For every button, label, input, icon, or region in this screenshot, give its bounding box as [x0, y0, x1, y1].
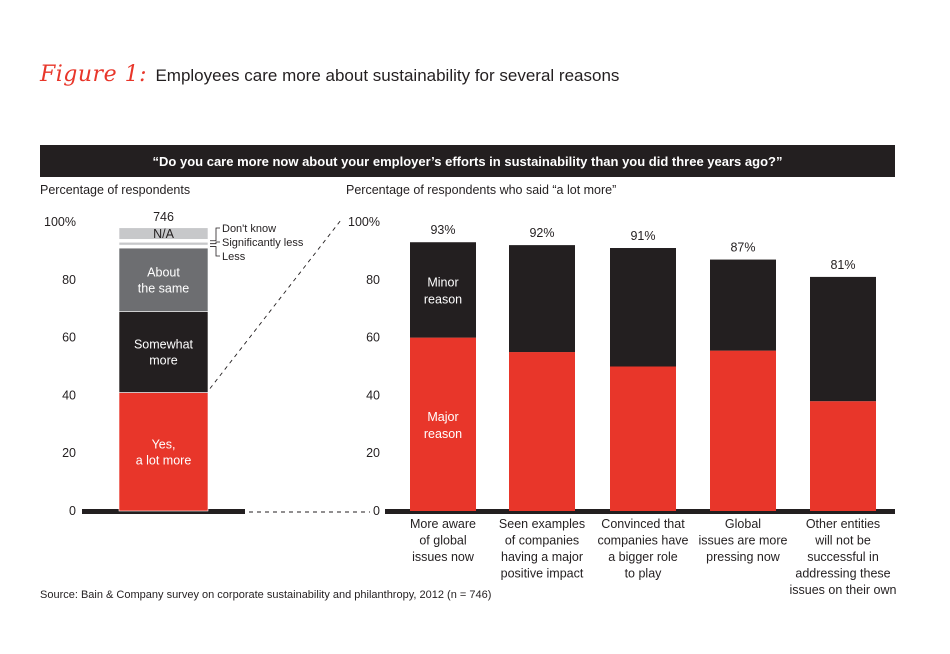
- left-segment-label: more: [149, 354, 178, 368]
- right-category-label: of companies: [505, 534, 579, 548]
- right-bar-segment: [509, 352, 575, 511]
- left-stack-segment: [118, 241, 209, 246]
- left-stack-segment: [118, 244, 209, 249]
- right-category-label: pressing now: [706, 550, 781, 564]
- right-panel-label: Percentage of respondents who said “a lo…: [346, 183, 617, 197]
- left-segment-label: N/A: [153, 227, 175, 241]
- left-panel-label: Percentage of respondents: [40, 183, 191, 197]
- right-category-label: issues on their own: [789, 583, 896, 597]
- left-x-axis: [82, 509, 245, 514]
- right-x-axis: [385, 509, 895, 514]
- right-category-label: successful in: [807, 550, 879, 564]
- left-total-label: 746: [153, 210, 174, 224]
- right-y-tick-label: 20: [366, 446, 380, 460]
- right-y-tick-label: 60: [366, 331, 380, 345]
- right-y-tick-label: 0: [373, 504, 380, 518]
- figure-title-text: Employees care more about sustainability…: [155, 66, 620, 85]
- question-banner: “Do you care more now about your employe…: [40, 145, 895, 177]
- left-y-tick-label: 80: [62, 273, 76, 287]
- left-segment-label: a lot more: [136, 453, 192, 467]
- left-segment-label: Yes,: [152, 437, 176, 451]
- right-bar-segment: [710, 259, 776, 351]
- left-segment-label: the same: [138, 281, 189, 295]
- right-y-tick-label: 40: [366, 388, 380, 402]
- right-total-label: 93%: [430, 223, 455, 237]
- right-bar-segment: [710, 350, 776, 511]
- figure-title: Figure 1: Employees care more about sust…: [40, 62, 619, 92]
- right-y-tick-label: 80: [366, 273, 380, 287]
- left-segment-label: About: [147, 265, 180, 279]
- figure-label: Figure 1:: [40, 62, 147, 87]
- right-series-label: Minor: [427, 275, 458, 289]
- right-category-label: addressing these: [795, 567, 890, 581]
- right-category-label: Seen examples: [499, 517, 585, 531]
- left-segment-label: Somewhat: [134, 338, 194, 352]
- left-callout-line: [210, 241, 220, 245]
- left-callout-label: Less: [222, 251, 246, 263]
- right-y-tick-label: 100%: [348, 215, 380, 229]
- right-bar-segment: [810, 401, 876, 511]
- right-category-label: to play: [625, 567, 663, 581]
- right-total-label: 81%: [830, 258, 855, 272]
- right-bar-segment: [810, 276, 876, 402]
- right-series-label: reason: [424, 292, 462, 306]
- right-bar-segment: [509, 245, 575, 353]
- left-y-tick-label: 20: [62, 446, 76, 460]
- left-y-tick-label: 100%: [44, 215, 76, 229]
- right-category-label: a bigger role: [608, 550, 678, 564]
- left-stack-segment: [118, 247, 209, 312]
- left-callout-line: [210, 246, 220, 257]
- left-y-tick-label: 40: [62, 388, 76, 402]
- right-category-label: having a major: [501, 550, 583, 564]
- right-category-label: positive impact: [501, 567, 584, 581]
- left-y-tick-label: 0: [69, 504, 76, 518]
- left-stack-segment: [118, 311, 209, 393]
- source-note: Source: Bain & Company survey on corpora…: [40, 589, 492, 601]
- right-total-label: 92%: [529, 226, 554, 240]
- right-category-label: More aware: [410, 517, 476, 531]
- right-total-label: 87%: [730, 241, 755, 255]
- right-category-label: companies have: [597, 534, 688, 548]
- connector-dashed-top: [209, 219, 342, 389]
- left-stack-segment: [118, 392, 209, 512]
- right-category-label: issues now: [412, 550, 475, 564]
- left-callout-label: Don't know: [222, 223, 276, 235]
- right-series-label: Major: [427, 410, 458, 424]
- left-y-tick-label: 60: [62, 331, 76, 345]
- right-category-label: issues are more: [699, 534, 788, 548]
- left-callout-label: Significantly less: [222, 237, 304, 249]
- right-bar-segment: [610, 366, 676, 511]
- left-stack-segment: [118, 227, 209, 240]
- right-category-label: will not be: [814, 534, 871, 548]
- right-bar-segment: [410, 242, 476, 338]
- right-category-label: Global: [725, 517, 761, 531]
- right-bar-segment: [410, 337, 476, 511]
- right-bar-segment: [610, 248, 676, 367]
- right-series-label: reason: [424, 427, 462, 441]
- right-category-label: Convinced that: [601, 517, 685, 531]
- right-total-label: 91%: [630, 229, 655, 243]
- right-category-label: of global: [419, 534, 466, 548]
- right-category-label: Other entities: [806, 517, 880, 531]
- left-callout-line: [210, 227, 220, 242]
